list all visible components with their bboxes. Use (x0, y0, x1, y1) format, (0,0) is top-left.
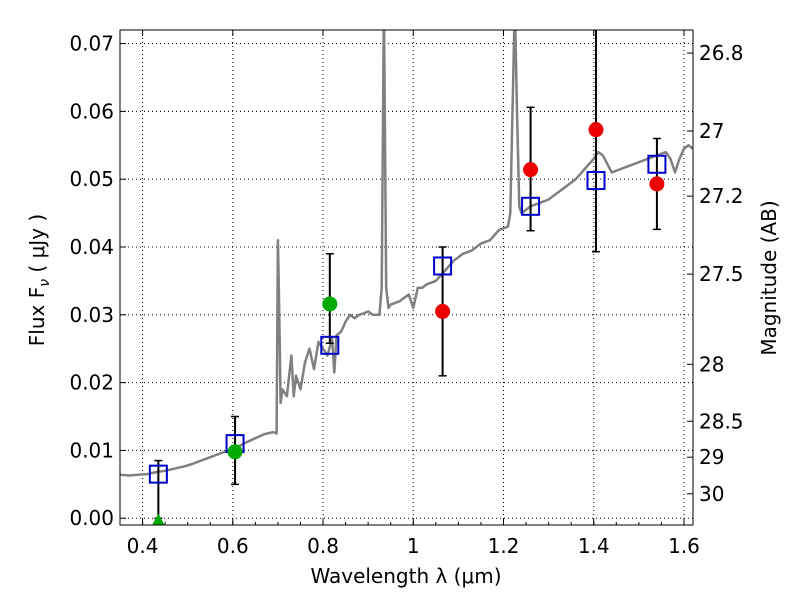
y-axis-label: Flux Fν ( μJy ) (25, 214, 53, 346)
x-tick-label: 0.8 (307, 534, 339, 558)
x-tick-label: 0.6 (217, 534, 249, 558)
plot-area (120, 30, 693, 525)
y-axis-label-main: Flux F (25, 287, 49, 346)
y-tick-label: 0.00 (69, 506, 114, 530)
y-tick-label: 0.03 (69, 303, 114, 327)
model-spectrum-line (120, 30, 693, 477)
data-point-square (586, 171, 606, 191)
axis-ticks: 0.4 0.6 0.8 1 1.2 1.4 1.6 0.00 0.01 0.02 0.03 0.04 0… (69, 30, 744, 558)
data-point-circle (435, 303, 451, 319)
data-point-square (148, 464, 168, 484)
y-tick-label: 0.07 (69, 32, 114, 56)
right-tick-label: 29 (699, 445, 724, 469)
grid-lines (120, 30, 693, 525)
y-axis-right-label: Magnitude (AB) (757, 200, 781, 355)
x-tick-label: 1.2 (488, 534, 520, 558)
y-axis-label-unit: ( μJy ) (25, 214, 49, 279)
right-tick-label: 26.8 (699, 41, 744, 65)
right-tick-label: 27.2 (699, 184, 744, 208)
y-tick-label: 0.02 (69, 371, 114, 395)
plot-frame (119, 29, 694, 526)
y-tick-label: 0.01 (69, 438, 114, 462)
right-tick-label: 28 (699, 352, 724, 376)
x-axis-label: Wavelength λ (μm) (310, 564, 501, 588)
x-tick-label: 1.6 (668, 534, 700, 558)
right-tick-label: 30 (699, 482, 724, 506)
data-point-square (647, 154, 667, 174)
y-tick-label: 0.04 (69, 235, 114, 259)
data-point-circle (227, 444, 243, 460)
x-tick-label: 1.4 (578, 534, 610, 558)
y-tick-label: 0.05 (69, 167, 114, 191)
data-point-square (320, 335, 340, 355)
x-tick-label: 0.4 (127, 534, 159, 558)
y-axis-label-subscript: ν (37, 279, 53, 287)
data-point-circle (322, 296, 338, 312)
right-tick-label: 28.5 (699, 409, 744, 433)
y-tick-label: 0.06 (69, 99, 114, 123)
data-point-triangle (152, 513, 165, 525)
data-point-circle (588, 122, 604, 138)
data-point-circle (523, 162, 539, 178)
right-tick-label: 27.5 (699, 262, 744, 286)
right-tick-label: 27 (699, 119, 724, 143)
x-tick-label: 1 (407, 534, 420, 558)
data-point-square (433, 256, 453, 276)
data-point-circle (649, 176, 665, 192)
data-point-square (521, 196, 541, 216)
